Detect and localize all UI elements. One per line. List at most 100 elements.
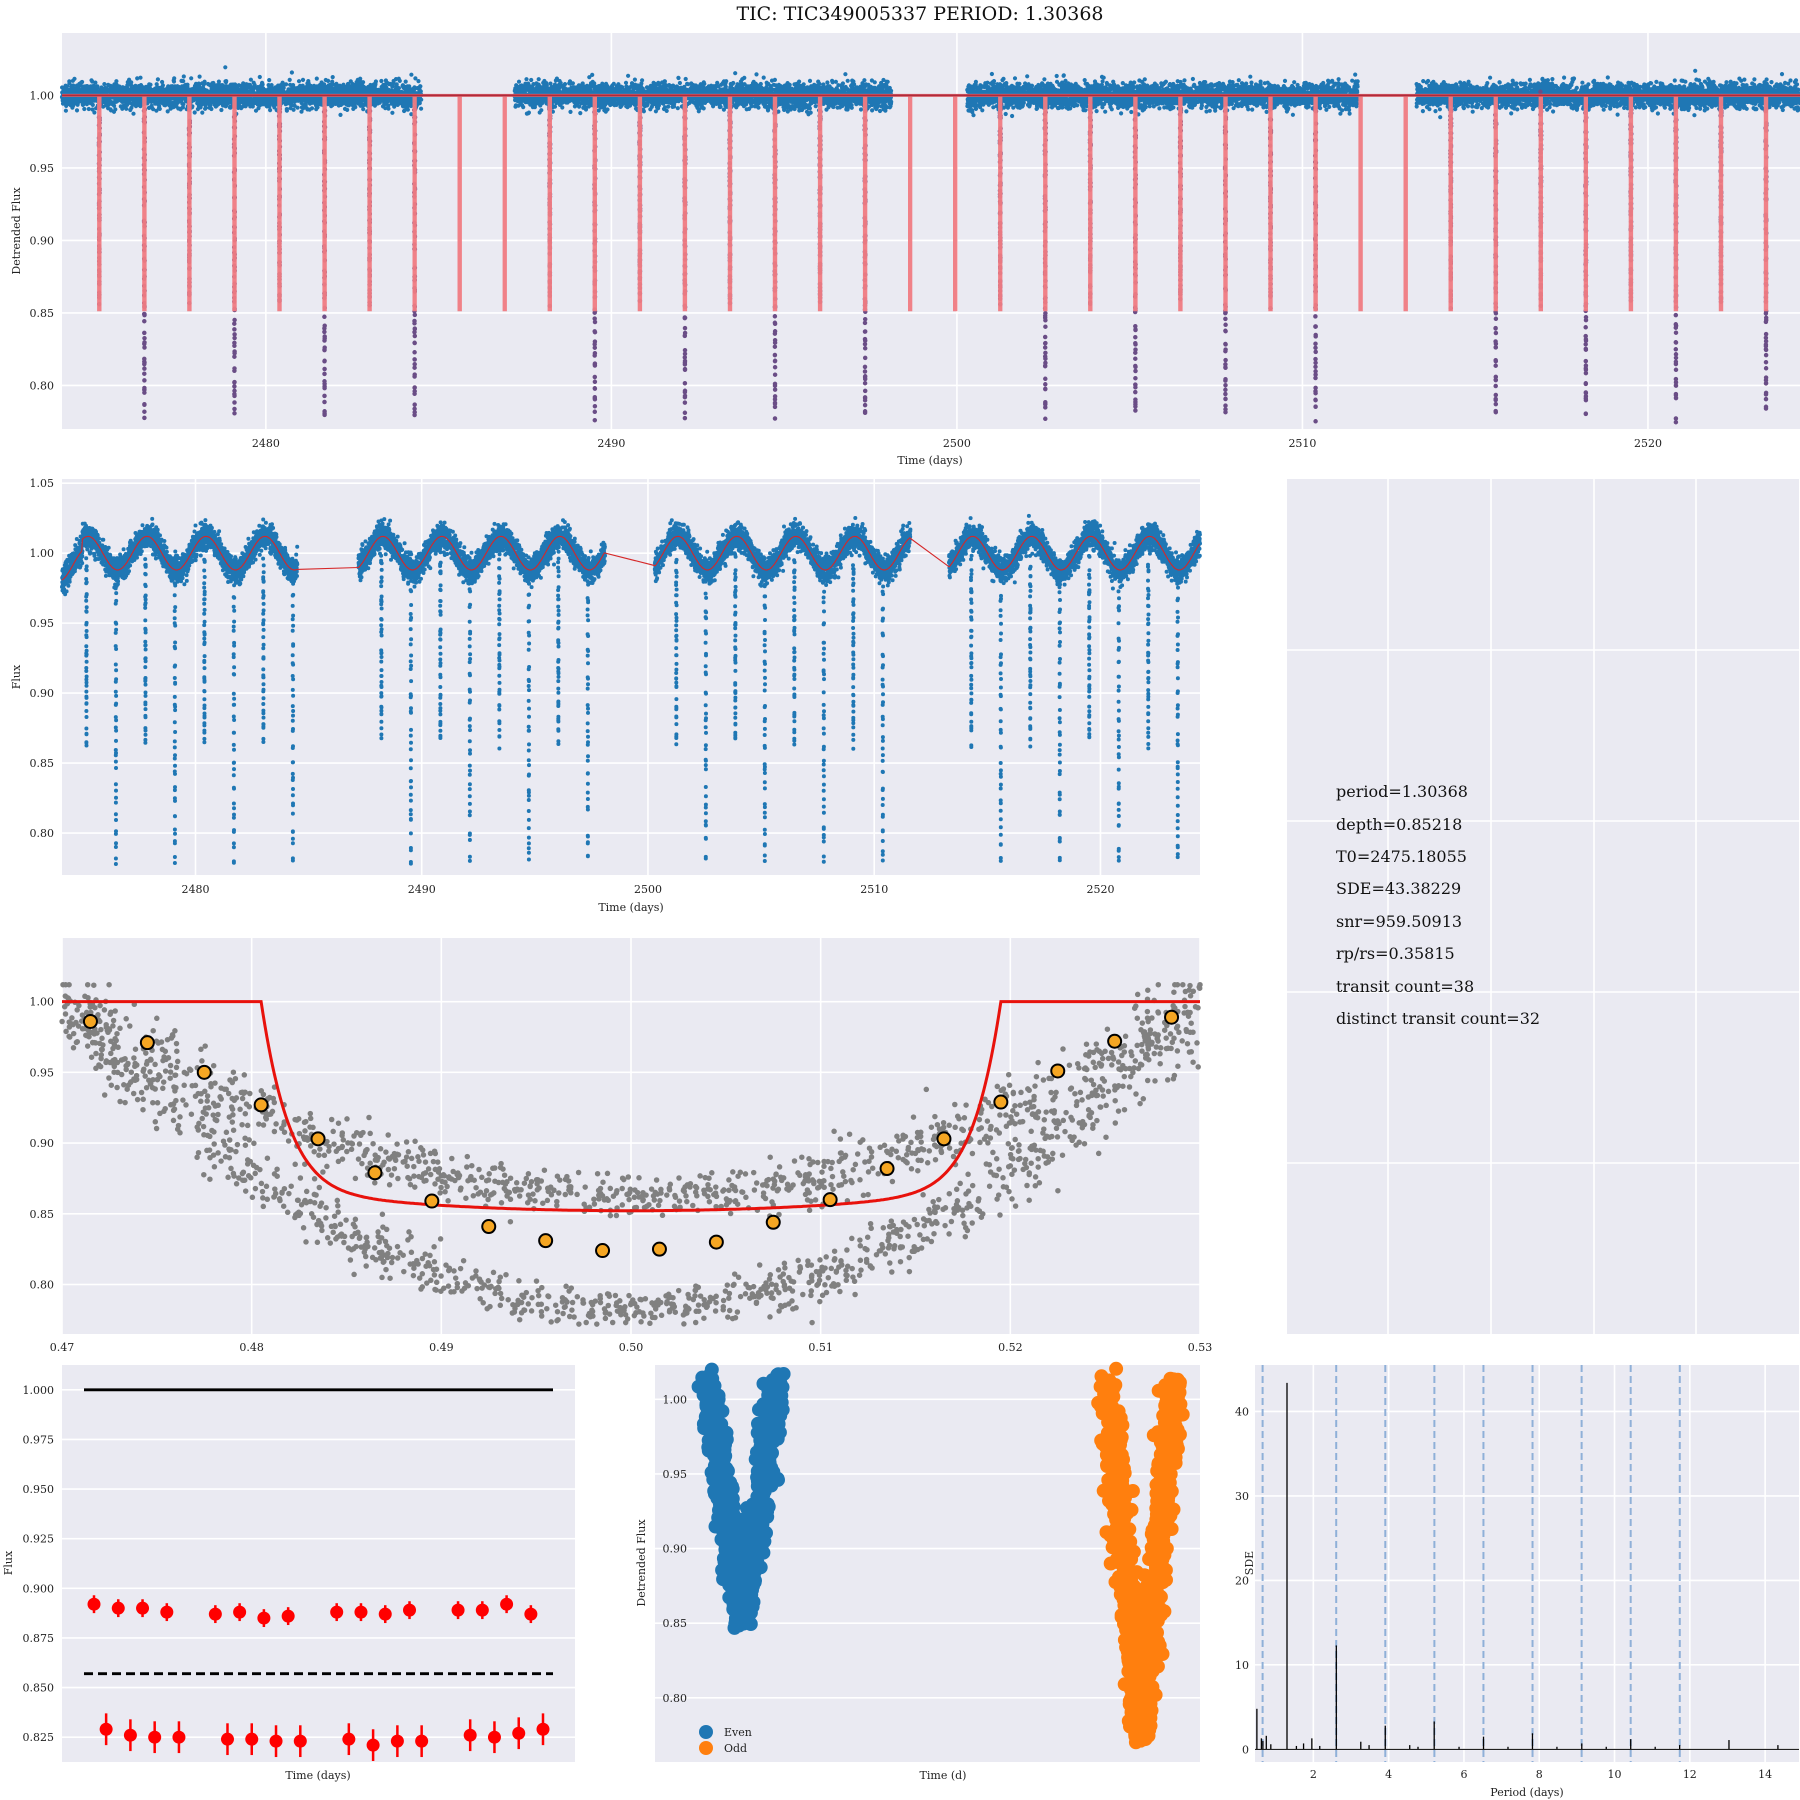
y-tick-label: 0.900	[23, 1582, 55, 1595]
odd-transit-points	[1091, 1361, 1190, 1750]
depth-point	[269, 1734, 283, 1748]
x-tick-label: 2520	[1086, 883, 1114, 896]
x-axis-label: Time (days)	[285, 1769, 350, 1782]
y-tick-label: 0.95	[30, 617, 55, 630]
y-tick-label: 0.90	[30, 1137, 55, 1150]
stat-rp-rs: rp/rs=0.35815	[1336, 944, 1455, 963]
panel-grid	[62, 479, 1200, 875]
binned-point	[82, 1013, 98, 1029]
y-tick-label: 0.85	[30, 307, 55, 320]
panel-background	[1255, 1365, 1799, 1762]
depth-point	[354, 1605, 368, 1619]
stat-distinct-transit-count: distinct transit count=32	[1336, 1009, 1540, 1028]
depth-point	[451, 1603, 465, 1617]
flux-points	[60, 513, 1202, 866]
depth-point	[487, 1730, 501, 1744]
x-tick-labels: 2 4 6 8 10 12 14	[1310, 1768, 1772, 1781]
x-axis-label: Time (d)	[920, 1769, 967, 1782]
y-tick-label: 1.00	[30, 89, 55, 102]
x-tick-label: 10	[1608, 1768, 1622, 1781]
y-tick-labels: 0 10 20 30 40	[1235, 1405, 1249, 1756]
binned-point	[367, 1165, 383, 1181]
x-tick-label: 2520	[1634, 437, 1662, 450]
panel-marks	[60, 513, 1202, 866]
depth-point	[160, 1605, 174, 1619]
y-tick-label: 0.975	[23, 1433, 55, 1446]
y-tick-label: 1.05	[30, 477, 55, 490]
depth-point	[172, 1730, 186, 1744]
binned-point	[310, 1131, 326, 1147]
depth-point	[220, 1732, 234, 1746]
y-tick-label: 0.825	[23, 1731, 55, 1744]
y-tick-label: 0.925	[23, 1533, 55, 1546]
y-tick-label: 0.90	[30, 234, 55, 247]
x-tick-labels: 0.47 0.48 0.49 0.50 0.51 0.52 0.53	[50, 1341, 1213, 1354]
y-tick-label: 10	[1235, 1659, 1249, 1672]
binned-point	[1107, 1033, 1123, 1049]
x-tick-labels: 2480 2490 2500 2510 2520	[181, 883, 1114, 896]
depth-point	[500, 1597, 514, 1611]
x-tick-label: 0.52	[998, 1341, 1023, 1354]
y-tick-labels: 0.80 0.85 0.90 0.95 1.00	[30, 996, 55, 1292]
legend-odd-marker	[699, 1741, 713, 1755]
x-tick-label: 12	[1683, 1768, 1697, 1781]
y-tick-label: 0.90	[30, 687, 55, 700]
x-tick-label: 14	[1758, 1768, 1772, 1781]
stat-depth: depth=0.85218	[1336, 815, 1462, 834]
depth-point	[99, 1722, 113, 1736]
depth-point	[342, 1732, 356, 1746]
y-tick-label: 40	[1235, 1405, 1249, 1418]
depth-point	[148, 1730, 162, 1744]
y-tick-label: 0.90	[663, 1543, 688, 1556]
y-tick-labels: 0.80 0.85 0.90 0.95 1.00 1.05	[30, 477, 55, 840]
y-tick-label: 0.950	[23, 1483, 55, 1496]
y-tick-label: 1.000	[23, 1384, 55, 1397]
x-tick-label: 2490	[408, 883, 436, 896]
x-axis-label: Time (days)	[598, 901, 663, 914]
binned-point	[936, 1131, 952, 1147]
panel-marks	[84, 1388, 553, 1762]
y-tick-label: 20	[1235, 1574, 1249, 1587]
x-tick-label: 2500	[943, 437, 971, 450]
depth-point	[233, 1605, 247, 1619]
y-tick-label: 1.00	[30, 547, 55, 560]
stat-t0: T0=2475.18055	[1336, 847, 1467, 866]
y-axis-label: Detrended Flux	[635, 1519, 648, 1607]
x-tick-label: 2480	[252, 437, 280, 450]
y-tick-label: 0.80	[663, 1692, 688, 1705]
legend-even-label: Even	[724, 1726, 752, 1739]
x-axis-label: Period (days)	[1490, 1786, 1563, 1799]
binned-point	[595, 1243, 611, 1259]
y-tick-label: 30	[1235, 1490, 1249, 1503]
figure-title: TIC: TIC349005337 PERIOD: 1.30368	[737, 3, 1104, 25]
binned-point	[822, 1192, 838, 1208]
y-tick-label: 0.850	[23, 1682, 55, 1695]
depth-point	[245, 1732, 259, 1746]
y-tick-label: 0.95	[30, 1066, 55, 1079]
x-tick-label: 0.48	[239, 1341, 264, 1354]
depth-point	[366, 1738, 380, 1752]
folded-flux-points	[59, 981, 1203, 1327]
panel-marks	[691, 1361, 1190, 1750]
y-tick-label: 1.00	[30, 996, 55, 1009]
y-axis-label: SDE	[1243, 1551, 1256, 1575]
binned-point	[765, 1214, 781, 1230]
transit-model-curve	[62, 1000, 1200, 1213]
y-tick-label: 0.85	[663, 1617, 688, 1630]
x-tick-label: 2500	[634, 883, 662, 896]
legend-even-marker	[699, 1725, 713, 1739]
y-axis-label: Detrended Flux	[10, 187, 23, 275]
stat-transit-count: transit count=38	[1336, 977, 1474, 996]
y-tick-label: 0.85	[30, 757, 55, 770]
y-axis-label: Flux	[2, 1550, 15, 1575]
y-tick-labels: 0.80 0.85 0.90 0.95 1.00	[30, 89, 55, 392]
x-tick-label: 2480	[181, 883, 209, 896]
depth-point	[330, 1605, 344, 1619]
binned-point	[879, 1161, 895, 1177]
legend-odd-label: Odd	[724, 1742, 747, 1755]
panel-marks	[1255, 1365, 1799, 1762]
y-tick-label: 0.95	[30, 162, 55, 175]
x-tick-label: 0.51	[808, 1341, 833, 1354]
y-tick-labels: 0.825 0.850 0.875 0.900 0.925 0.950 0.975 1.000	[23, 1384, 55, 1744]
